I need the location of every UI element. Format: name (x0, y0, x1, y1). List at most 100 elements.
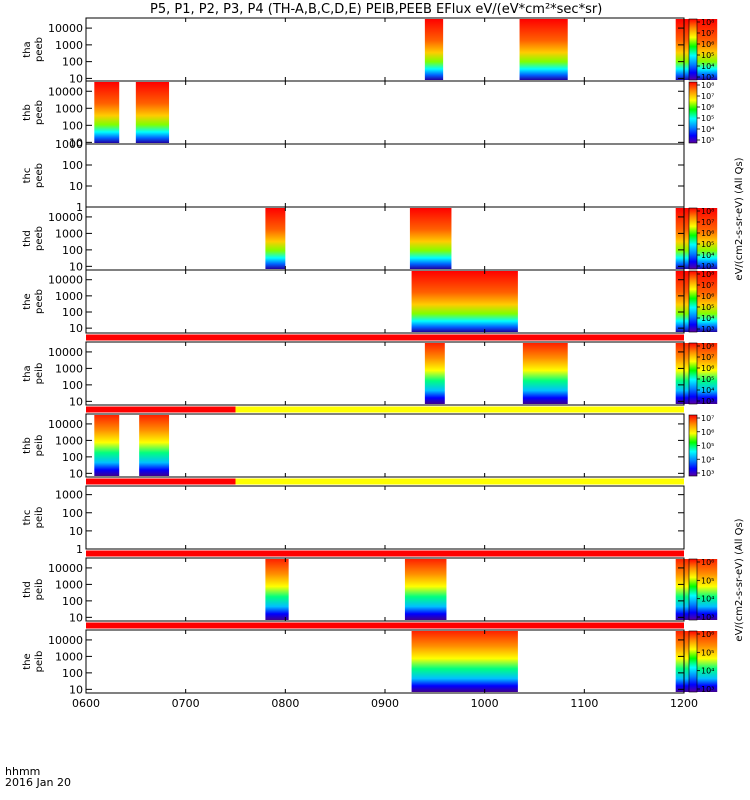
y-tick-label: 1000 (55, 434, 83, 447)
spectrogram-block (94, 415, 120, 476)
panel-ylabel-product: peib (34, 363, 45, 385)
y-tick-label: 10 (69, 395, 83, 408)
x-tick-label: 0900 (371, 697, 399, 710)
colorbar (688, 207, 698, 270)
colorbar-tick-label: 10⁵ (701, 375, 714, 384)
colorbar (688, 81, 698, 144)
y-tick-label: 100 (62, 119, 83, 132)
colorbar-tick-label: 10⁸ (701, 81, 714, 90)
colorbar-tick-label: 10⁷ (701, 353, 714, 362)
y-tick-label: 1000 (55, 39, 83, 52)
y-tick-label: 10 (69, 260, 83, 273)
colorbar-tick-label: 10³ (701, 73, 714, 82)
footer-date-label: 2016 Jan 20 (5, 776, 71, 789)
y-tick-label: 100 (62, 595, 83, 608)
y-tick-label: 1000 (55, 227, 83, 240)
panel-background (86, 144, 684, 207)
colorbar-tick-label: 10⁸ (701, 207, 714, 216)
colorbar (688, 414, 698, 477)
y-tick-label: 1000 (55, 650, 83, 663)
colorbar-tick-label: 10⁶ (701, 103, 714, 112)
y-tick-label: 1000 (55, 578, 83, 591)
status-bar-segment (235, 478, 684, 485)
colorbar-tick-label: 10⁷ (701, 92, 714, 101)
colorbar-tick-label: 10³ (701, 262, 714, 271)
y-tick-label: 10 (69, 683, 83, 696)
y-tick-label: 10000 (48, 418, 83, 431)
y-tick-label: 10000 (48, 85, 83, 98)
colorbar (688, 630, 698, 693)
colorbar-tick-label: 10⁸ (701, 342, 714, 351)
y-tick-label: 10 (69, 322, 83, 335)
colorbar-tick-label: 10³ (701, 685, 714, 694)
colorbar-tick-label: 10⁵ (701, 303, 714, 312)
panel-ylabel-product: peib (34, 579, 45, 601)
panel-ylabel-probe: thc (22, 510, 33, 526)
y-tick-label: 1000 (55, 290, 83, 303)
colorbar (688, 270, 698, 333)
spectrogram-block (135, 82, 170, 143)
y-tick-label: 1000 (55, 362, 83, 375)
panel-ylabel-probe: thd (22, 581, 33, 598)
colorbar-tick-label: 10⁷ (701, 414, 714, 423)
colorbar-tick-label: 10³ (701, 136, 714, 145)
y-tick-label: 10 (69, 136, 83, 149)
y-tick-label: 100 (62, 244, 83, 257)
y-tick-label: 100 (62, 159, 83, 172)
y-tick-label: 100 (62, 451, 83, 464)
y-tick-label: 10 (69, 525, 83, 538)
colorbar-tick-label: 10⁵ (701, 442, 714, 451)
spectrogram-block (265, 559, 289, 620)
colorbar-tick-label: 10⁵ (701, 576, 714, 585)
spectrogram-block (411, 631, 518, 692)
colorbar-tick-label: 10⁷ (701, 218, 714, 227)
panel-ylabel-product: peeb (34, 226, 45, 251)
panel-ylabel-probe: thd (22, 230, 33, 247)
colorbar-tick-label: 10⁴ (701, 62, 714, 71)
colorbar-tick-label: 10⁵ (701, 114, 714, 123)
spectrogram-block (519, 19, 568, 80)
panel-ylabel-probe: thb (22, 104, 33, 121)
x-tick-label: 0800 (271, 697, 299, 710)
status-bar-segment (86, 334, 684, 341)
colorbar-tick-label: 10⁴ (701, 125, 714, 134)
y-tick-label: 10 (69, 467, 83, 480)
y-tick-label: 10 (69, 611, 83, 624)
y-tick-label: 10000 (48, 346, 83, 359)
status-bar-segment (86, 406, 236, 413)
spectrogram-block (424, 19, 444, 80)
status-bar-segment (86, 550, 684, 557)
chart-title: P5, P1, P2, P3, P4 (TH-A,B,C,D,E) PEIB,P… (150, 2, 603, 17)
x-tick-label: 0600 (72, 697, 100, 710)
colorbar-unit-label-eeb: eV/(cm2-s-sr-eV) (All Qs) (734, 157, 745, 280)
panel-ylabel-product: peeb (34, 100, 45, 125)
y-tick-label: 100 (62, 56, 83, 69)
colorbar (688, 558, 698, 621)
y-tick-label: 1000 (55, 138, 83, 151)
colorbar-tick-label: 10⁸ (701, 270, 714, 279)
colorbar-tick-label: 10⁶ (701, 292, 714, 301)
y-tick-label: 10000 (48, 562, 83, 575)
spectrogram-block (409, 208, 452, 269)
colorbar-tick-label: 10⁴ (701, 386, 714, 395)
status-bar-segment (86, 478, 236, 485)
colorbar-tick-label: 10³ (701, 325, 714, 334)
colorbar-tick-label: 10³ (701, 469, 714, 478)
colorbar-tick-label: 10⁷ (701, 29, 714, 38)
panel-ylabel-product: peib (34, 507, 45, 529)
colorbar-tick-label: 10⁴ (701, 251, 714, 260)
panel-ylabel-product: peib (34, 651, 45, 673)
colorbar (688, 18, 698, 81)
spectrogram-block (522, 343, 568, 404)
spectrogram-block (94, 82, 120, 143)
panel-ylabel-probe: tha (22, 365, 33, 381)
y-tick-label: 1000 (55, 489, 83, 502)
status-bar-segment (86, 622, 684, 629)
colorbar-tick-label: 10⁶ (701, 558, 714, 567)
colorbar-tick-label: 10⁷ (701, 281, 714, 290)
y-tick-label: 10000 (48, 634, 83, 647)
spectrogram-block (411, 271, 518, 332)
colorbar-tick-label: 10⁴ (701, 667, 714, 676)
colorbar-tick-label: 10⁴ (701, 314, 714, 323)
y-tick-label: 1000 (55, 102, 83, 115)
